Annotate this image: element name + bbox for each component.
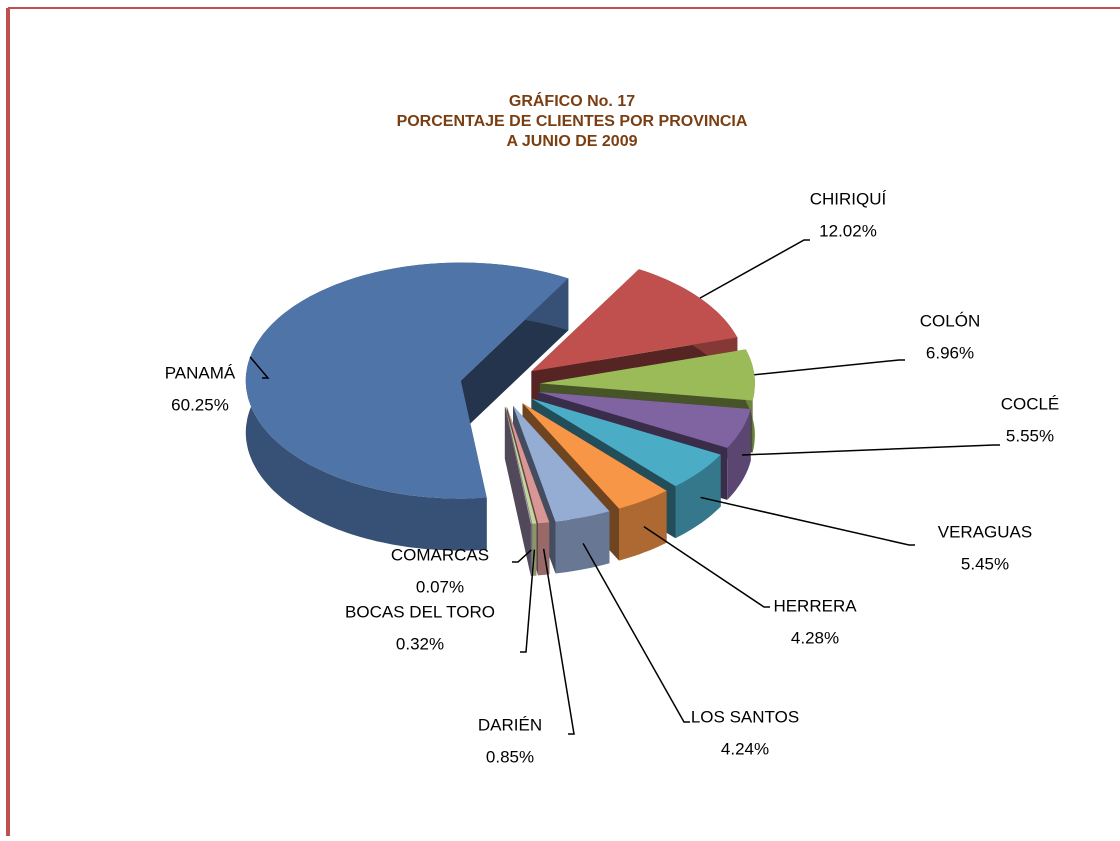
slice-side [727, 409, 751, 500]
slice-value: 5.45% [961, 554, 1009, 573]
leader-line [582, 542, 690, 723]
leader-line [700, 496, 915, 546]
chart-title: PORCENTAJE DE CLIENTES POR PROVINCIA [397, 113, 748, 130]
slice-label: HERRERA [773, 596, 857, 615]
slice [538, 391, 751, 448]
leader-line [643, 525, 770, 608]
slice [505, 406, 537, 524]
slice-value: 0.85% [486, 747, 534, 766]
slice [539, 349, 755, 401]
slice-label: LOS SANTOS [691, 707, 799, 726]
slice-value: 12.02% [819, 221, 877, 240]
chart-title: A JUNIO DE 2009 [506, 133, 637, 150]
slice [531, 398, 721, 487]
slice-label: VERAGUAS [938, 522, 1032, 541]
slice-label: BOCAS DEL TORO [345, 602, 495, 621]
leader-line [542, 548, 575, 735]
slice-side [538, 522, 550, 576]
slice-label: COLÓN [920, 311, 980, 330]
slice-side [555, 511, 610, 574]
slice [245, 262, 569, 551]
slice-wall [504, 406, 531, 576]
slice-label: PANAMÁ [165, 363, 236, 382]
slice-label: COMARCAS [391, 545, 489, 564]
leader-line [699, 239, 810, 299]
slice-label: COCLÉ [1001, 394, 1060, 413]
slice-value: 0.07% [416, 577, 464, 596]
slice-value: 60.25% [171, 395, 229, 414]
slice-side [530, 523, 532, 576]
slice-label: CHIRIQUÍ [810, 189, 887, 208]
leader-line [520, 549, 536, 653]
slice-side [675, 454, 721, 539]
chart-title: GRÁFICO No. 17 [509, 91, 635, 110]
slice [504, 406, 532, 524]
leader-line [512, 549, 532, 563]
leader-line [249, 356, 270, 379]
slice [522, 403, 667, 509]
slice-value: 4.24% [721, 739, 769, 758]
slice-value: 5.55% [1006, 426, 1054, 445]
leader-line [754, 359, 905, 376]
slice-side [619, 490, 667, 561]
slice [506, 406, 550, 524]
slice-value: 4.28% [791, 628, 839, 647]
slice [513, 405, 610, 522]
slice [504, 406, 532, 576]
slice [531, 269, 738, 372]
leader-line [742, 444, 1000, 456]
slice-value: 0.32% [396, 634, 444, 653]
slice [245, 262, 569, 499]
slice-label: DARIÉN [478, 715, 542, 734]
slice-value: 6.96% [926, 343, 974, 362]
